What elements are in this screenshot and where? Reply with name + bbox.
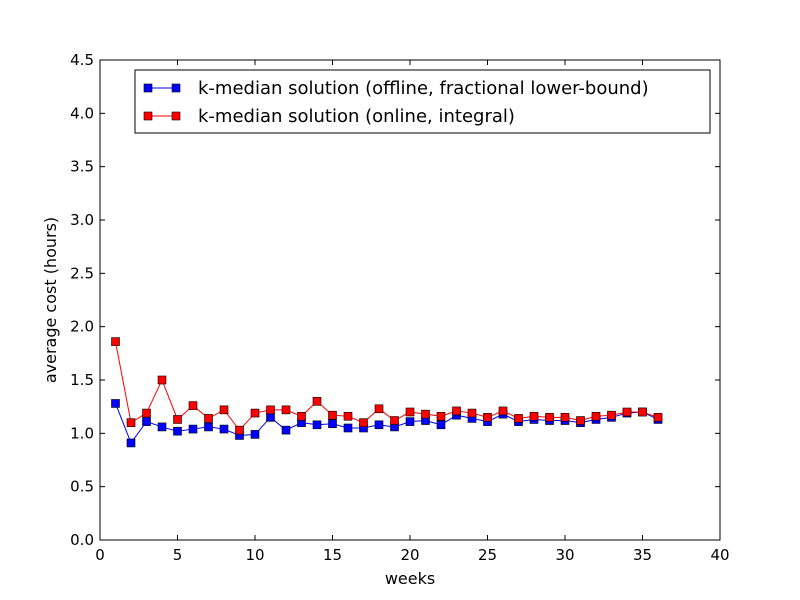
data-point	[436, 420, 446, 430]
data-point	[483, 413, 492, 422]
x-tick-label: 30	[555, 546, 574, 564]
axis-ticks: 0 5 10 15 20 25 30 35 40 0.0 0.5 1.0 1.5 2.0 2.5 3.0 3.5…	[70, 51, 729, 564]
x-tick-label: 20	[400, 546, 419, 564]
legend-marker	[143, 83, 153, 93]
data-point	[142, 408, 151, 418]
data-point	[498, 406, 508, 416]
data-point	[328, 410, 337, 420]
x-tick-label: 35	[633, 546, 652, 564]
data-point	[312, 420, 322, 430]
data-point	[343, 423, 353, 433]
data-point	[622, 407, 632, 417]
data-point	[219, 424, 229, 434]
x-tick-label: 15	[323, 546, 342, 564]
legend-marker	[171, 83, 181, 93]
x-tick-label: 5	[173, 546, 183, 564]
y-tick-label: 3.0	[70, 211, 94, 229]
data-point	[560, 413, 570, 422]
legend-box	[134, 69, 711, 134]
data-point	[266, 413, 275, 422]
data-point	[235, 425, 244, 435]
data-point	[405, 417, 415, 426]
x-tick-label: 40	[710, 546, 729, 564]
data-point	[126, 418, 136, 427]
data-point	[390, 416, 399, 425]
x-tick-label: 10	[245, 546, 264, 564]
data-point	[126, 438, 136, 448]
data-point	[452, 406, 461, 416]
plot-data	[111, 337, 663, 448]
data-point	[421, 409, 430, 419]
y-tick-label: 4.0	[70, 104, 94, 122]
data-point	[204, 414, 213, 423]
data-point	[591, 411, 601, 421]
data-point	[281, 425, 291, 435]
data-point	[111, 399, 120, 408]
data-point	[250, 430, 260, 439]
y-tick-label: 2.5	[70, 264, 94, 282]
data-point	[359, 418, 368, 427]
legend: k-median solution (offline, fractional l…	[134, 69, 711, 134]
legend-label-1: k-median solution (online, integral)	[198, 106, 515, 127]
data-point	[281, 405, 291, 415]
data-point	[514, 414, 523, 423]
y-axis-label: average cost (hours)	[41, 217, 60, 383]
legend-marker	[171, 111, 181, 121]
data-point	[204, 422, 213, 432]
data-point	[374, 420, 384, 430]
y-tick-label: 1.0	[70, 424, 94, 442]
data-point	[653, 413, 663, 422]
legend-marker	[143, 111, 153, 121]
data-point	[328, 419, 337, 429]
data-point	[436, 411, 446, 421]
data-point	[374, 404, 384, 414]
data-point	[219, 405, 229, 415]
data-point	[405, 407, 415, 417]
data-point	[312, 397, 322, 406]
y-tick-label: 1.5	[70, 371, 94, 389]
data-point	[188, 424, 198, 434]
data-point	[297, 411, 306, 421]
data-point	[142, 417, 151, 426]
data-point	[638, 407, 647, 417]
data-point	[576, 416, 585, 425]
y-tick-label: 0.0	[70, 531, 94, 549]
data-point	[266, 405, 275, 415]
y-tick-label: 4.5	[70, 51, 94, 69]
data-point	[343, 411, 353, 421]
legend-label-0: k-median solution (offline, fractional l…	[198, 78, 649, 99]
data-point	[545, 413, 554, 422]
data-point	[188, 401, 198, 410]
y-tick-label: 0.5	[70, 478, 94, 496]
x-tick-label: 0	[95, 546, 105, 564]
x-tick-label: 25	[478, 546, 497, 564]
x-axis-label: weeks	[385, 569, 435, 588]
data-point	[157, 422, 167, 432]
data-point	[173, 426, 182, 436]
data-point	[157, 375, 167, 385]
data-point	[529, 411, 539, 421]
data-point	[111, 337, 120, 346]
y-tick-label: 3.5	[70, 158, 94, 176]
data-point	[607, 410, 616, 420]
data-point	[250, 408, 260, 418]
data-point	[467, 408, 477, 418]
y-tick-label: 2.0	[70, 318, 94, 336]
data-point	[173, 415, 182, 424]
